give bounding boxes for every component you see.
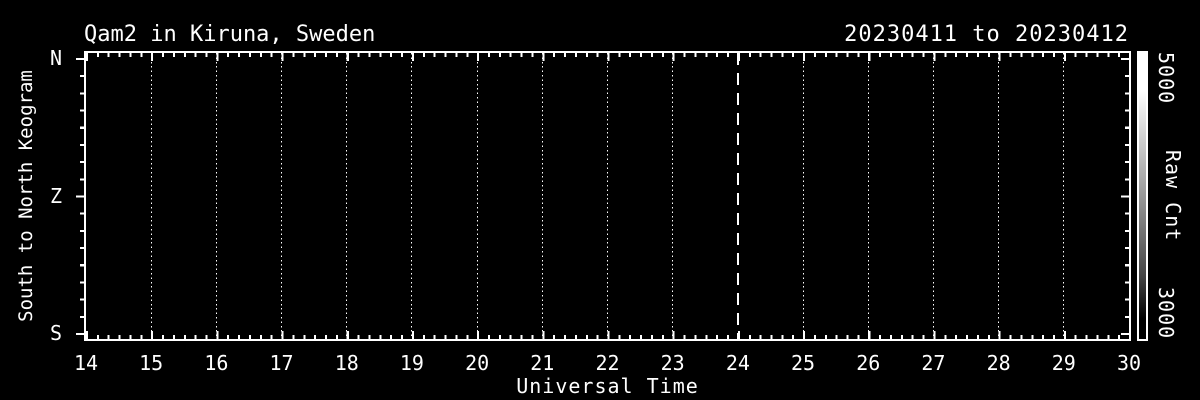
hour-gridline bbox=[346, 53, 348, 339]
x-tick-label: 14 bbox=[73, 351, 99, 375]
x-tick-label: 24 bbox=[725, 351, 750, 375]
hour-gridline bbox=[215, 53, 217, 339]
hour-gridline bbox=[281, 53, 283, 339]
y-tick-label: N bbox=[49, 46, 62, 70]
x-tick-label: 17 bbox=[269, 351, 294, 375]
x-tick-label: 16 bbox=[204, 351, 229, 375]
colorbar-gradient bbox=[1137, 51, 1148, 341]
y-tick-label: Z bbox=[49, 183, 62, 208]
axis-ticks-right-major bbox=[1121, 58, 1129, 336]
x-tick-label: 15 bbox=[139, 351, 164, 375]
hour-gridline bbox=[672, 53, 674, 339]
colorbar-min-label: 3000 bbox=[1154, 287, 1178, 340]
hour-gridline bbox=[802, 53, 804, 339]
plot-title: Qam2 in Kiruna, Sweden bbox=[84, 22, 376, 47]
x-tick-label: 27 bbox=[921, 351, 946, 375]
midnight-dashed-line bbox=[736, 53, 739, 339]
colorbar-title: Raw Cnt bbox=[1161, 150, 1185, 242]
x-tick-label: 26 bbox=[856, 351, 881, 375]
plot-area bbox=[76, 51, 1131, 341]
x-tick-label: 18 bbox=[334, 351, 359, 375]
hour-gridline bbox=[867, 53, 869, 339]
x-tick-label: 20 bbox=[465, 351, 490, 375]
hour-gridline bbox=[1063, 53, 1065, 339]
hour-gridline bbox=[150, 53, 152, 339]
hour-gridline bbox=[476, 53, 478, 339]
hour-gridline bbox=[541, 53, 543, 339]
hour-gridline bbox=[607, 53, 608, 339]
x-tick-label: 30 bbox=[1116, 351, 1142, 375]
x-tick-label: 25 bbox=[791, 351, 816, 375]
x-tick-label: 21 bbox=[530, 351, 555, 375]
x-tick-label: 19 bbox=[399, 351, 424, 375]
x-tick-label: 28 bbox=[986, 351, 1011, 375]
date-range-title: 20230411 to 20230412 bbox=[844, 22, 1129, 47]
hour-gridline bbox=[932, 53, 934, 339]
axis-ticks-right-minor bbox=[1125, 58, 1129, 335]
x-tick-label: 23 bbox=[660, 351, 685, 375]
hour-gridline bbox=[998, 53, 1000, 339]
x-tick-label: 22 bbox=[595, 351, 620, 375]
x-tick-label: 29 bbox=[1051, 351, 1076, 375]
hour-gridline bbox=[411, 53, 413, 339]
axis-ticks-left-major bbox=[76, 58, 84, 336]
y-tick-label: S bbox=[49, 321, 62, 345]
colorbar-max-label: 5000 bbox=[1154, 52, 1178, 105]
x-axis-title: Universal Time bbox=[516, 374, 699, 398]
axis-ticks-left-minor bbox=[80, 58, 84, 335]
